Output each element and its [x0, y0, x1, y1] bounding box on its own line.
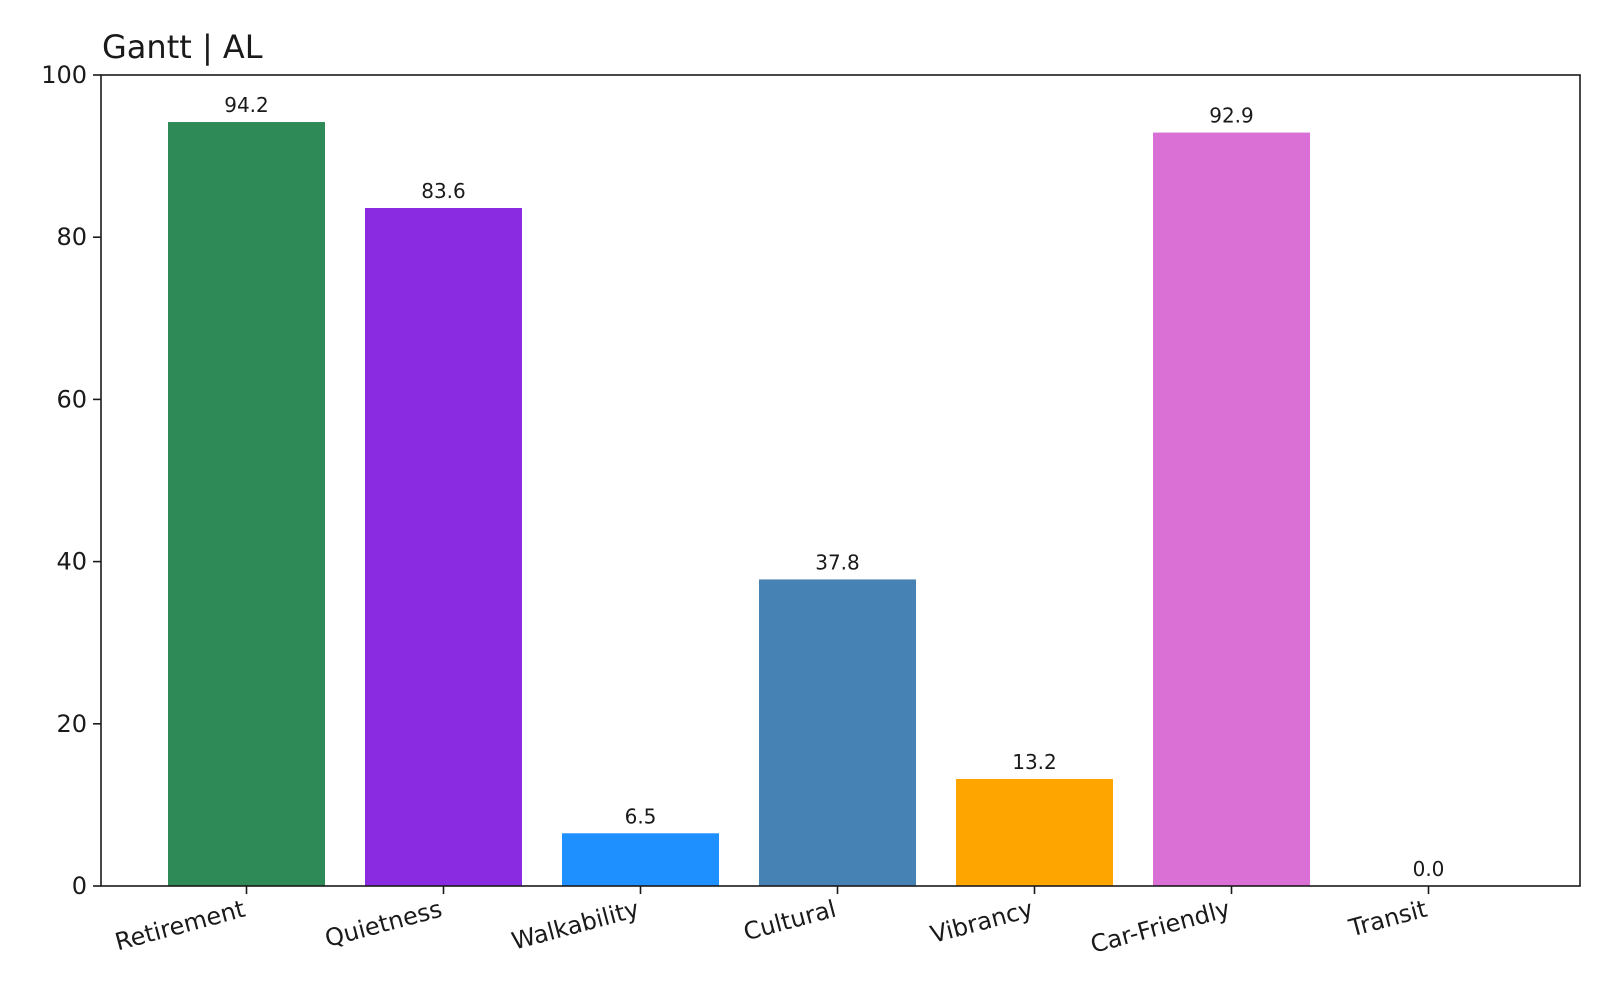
- y-tick-label: 20: [56, 710, 87, 738]
- x-axis: Retirement Quietness Walkability Cultural Vi…: [112, 886, 1430, 959]
- data-label-quietness: 83.6: [421, 179, 466, 203]
- bars-layer: [168, 122, 1310, 886]
- data-label-retirement: 94.2: [224, 93, 269, 117]
- x-tick-label: Quietness: [322, 895, 445, 953]
- bar-car-friendly: [1153, 132, 1310, 886]
- data-label-cultural: 37.8: [815, 550, 860, 574]
- x-tick-label: Vibrancy: [927, 895, 1036, 949]
- data-label-transit: 0.0: [1413, 857, 1445, 881]
- y-tick-label: 40: [56, 548, 87, 576]
- bar-vibrancy: [956, 778, 1113, 886]
- bar-retirement: [168, 122, 325, 886]
- x-tick-label: Cultural: [741, 895, 840, 947]
- data-label-walkability: 6.5: [625, 804, 657, 828]
- plot-frame: [100, 74, 1581, 887]
- y-tick-label: 100: [41, 61, 87, 89]
- data-label-vibrancy: 13.2: [1012, 750, 1057, 774]
- chart-title: Gantt | AL: [102, 28, 263, 66]
- x-tick-label: Walkability: [509, 895, 642, 956]
- y-tick-label: 60: [56, 385, 87, 413]
- x-tick-label: Transit: [1345, 895, 1430, 943]
- y-axis: 0 20 40 60 80 100: [41, 61, 101, 900]
- y-tick-label: 80: [56, 223, 87, 251]
- bar-cultural: [759, 579, 916, 886]
- x-tick-label: Retirement: [112, 895, 248, 957]
- x-tick-label: Car-Friendly: [1088, 895, 1234, 959]
- bar-walkability: [562, 833, 719, 886]
- y-tick-label: 0: [72, 872, 87, 900]
- bar-quietness: [365, 208, 522, 886]
- data-label-car-friendly: 92.9: [1209, 104, 1254, 128]
- data-labels-layer: 94.2 83.6 6.5 37.8 13.2 92.9 0.0: [224, 93, 1444, 881]
